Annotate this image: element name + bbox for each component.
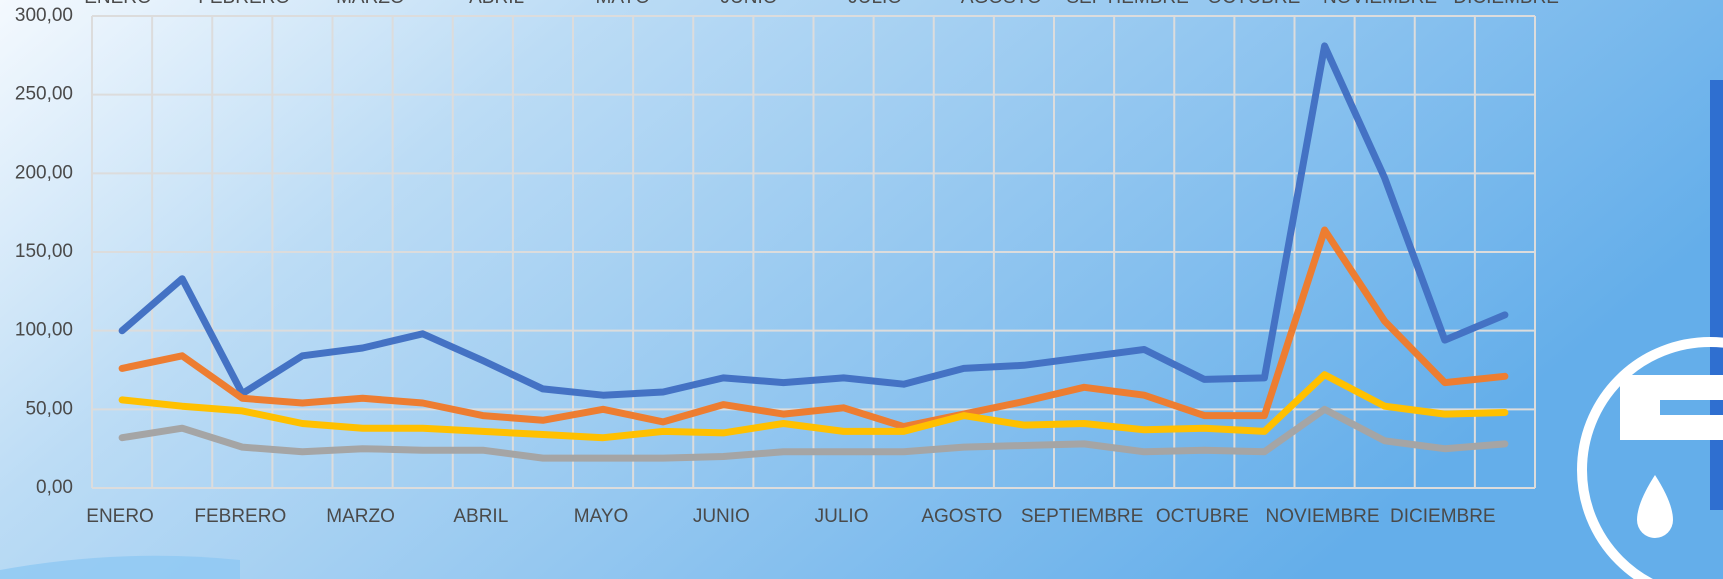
x-tick-label: MAYO [574,506,629,527]
x2-tick-label: DICIEMBRE [1453,0,1559,8]
y-tick-label: 200,00 [15,162,73,183]
x2-tick-label: MARZO [336,0,405,8]
x-tick-label: SEPTIEMBRE [1021,506,1143,527]
y-tick-label: 300,00 [15,5,73,26]
x2-tick-label: JULIO [848,0,902,8]
x-tick-label: ABRIL [453,506,508,527]
series-line [118,42,1509,399]
y-tick-label: 100,00 [15,320,73,341]
x2-tick-label: MAYO [596,0,651,8]
x2-tick-label: SEPTIEMBRE [1066,0,1188,8]
series-line [118,405,1509,462]
x2-tick-label: JUNIO [721,0,778,8]
y-tick-label: 0,00 [36,477,73,498]
y-tick-label: 250,00 [15,84,73,105]
logo-tap [1620,375,1723,440]
logo-ring [1577,337,1723,579]
logo [1577,337,1723,579]
x-tick-label: FEBRERO [194,506,286,527]
x2-tick-label: ENERO [84,0,152,8]
x-tick-label: JUNIO [693,506,750,527]
x-tick-label: OCTUBRE [1156,506,1249,527]
x2-tick-label: AGOSTO [961,0,1042,8]
edge-bar [1710,80,1723,510]
x-tick-label: DICIEMBRE [1390,506,1496,527]
series-line [118,226,1509,431]
x2-tick-label: NOVIEMBRE [1323,0,1437,8]
x-tick-label: AGOSTO [921,506,1002,527]
x-tick-label: ENERO [86,506,154,527]
series-line [118,371,1509,442]
logo-drop [1637,475,1673,538]
x2-tick-label: ABRIL [469,0,524,8]
x-tick-label: MARZO [326,506,395,527]
swoosh [0,555,240,579]
y-tick-label: 150,00 [15,241,73,262]
x2-tick-label: FEBRERO [198,0,290,8]
y-tick-label: 50,00 [25,398,73,419]
plot-area: 0,00 50,00 100,00 150,00 200,00 250,00 300,00 E… [15,0,1559,527]
x-tick-label: NOVIEMBRE [1266,506,1380,527]
x-tick-label: JULIO [815,506,869,527]
x2-tick-label: OCTUBRE [1207,0,1300,8]
